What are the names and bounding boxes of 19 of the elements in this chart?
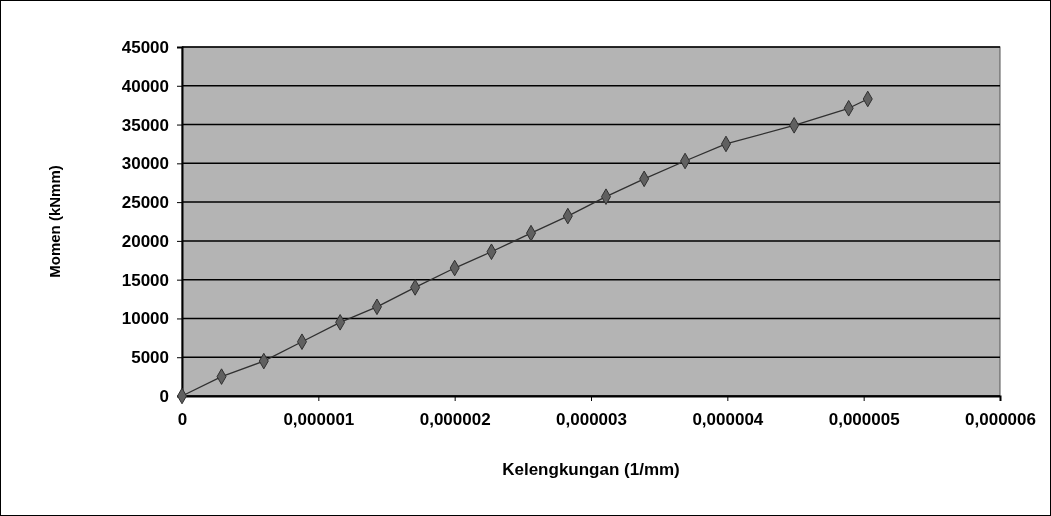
y-tick-label: 40000 — [121, 76, 169, 96]
x-tick-label: 0,000001 — [283, 410, 355, 430]
y-tick-label: 0 — [159, 386, 169, 406]
y-tick-label: 30000 — [121, 154, 169, 174]
y-tick-label: 35000 — [121, 115, 169, 135]
y-tick-label: 20000 — [121, 231, 169, 251]
y-tick-label: 15000 — [121, 270, 169, 290]
x-tick-label: 0,000005 — [828, 410, 900, 430]
x-axis-title: Kelengkungan (1/mm) — [502, 460, 680, 479]
y-tick-label: 10000 — [121, 309, 169, 329]
y-tick-label: 5000 — [131, 348, 169, 368]
x-tick-label: 0 — [177, 410, 188, 430]
y-axis-title: Momen (kNmm) — [46, 165, 63, 278]
x-tick-label: 0,000003 — [556, 410, 627, 430]
y-tick-label: 45000 — [121, 37, 169, 57]
x-tick-label: 0,000002 — [419, 410, 491, 430]
x-tick-label: 0,000006 — [965, 410, 1036, 430]
y-tick-label: 25000 — [121, 193, 169, 213]
x-tick-label: 0,000004 — [692, 410, 764, 430]
